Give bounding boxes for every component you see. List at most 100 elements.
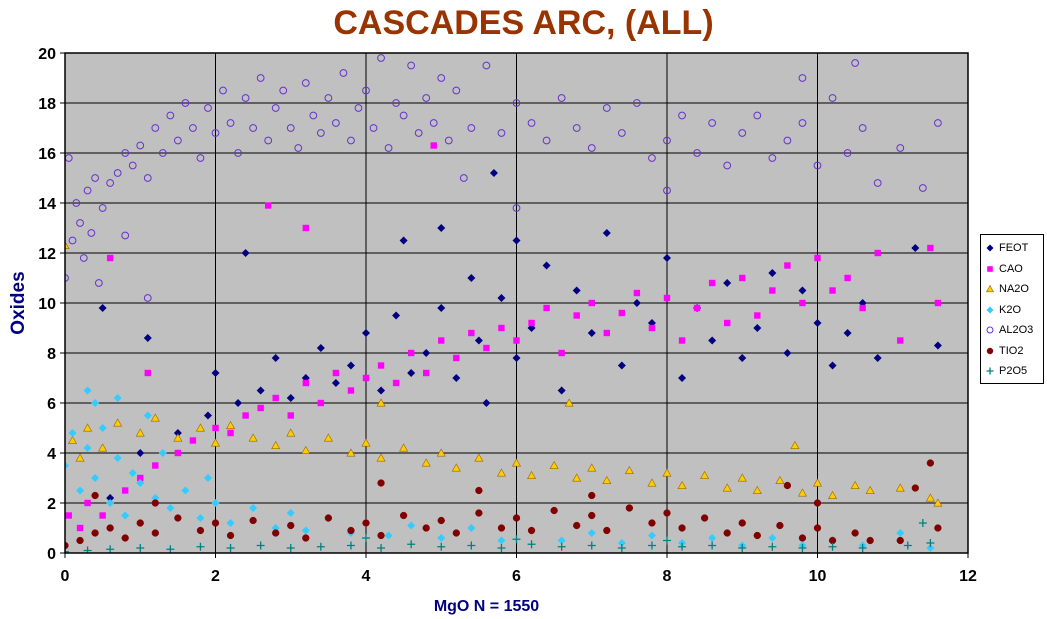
point-cao [927, 244, 934, 252]
point-tio2 [211, 519, 220, 527]
series-al2o3 [65, 54, 942, 302]
point-cao [784, 262, 791, 269]
point-tio2 [648, 519, 656, 527]
point-p2o5 [166, 545, 175, 553]
x-tick-label: 4 [362, 568, 371, 585]
point-al2o3 [377, 54, 385, 62]
point-na2o [895, 483, 905, 492]
y-tick-label: 8 [47, 346, 56, 363]
point-k2o [166, 504, 175, 512]
point-p2o5 [497, 544, 506, 552]
point-na2o [376, 398, 386, 407]
point-cao [106, 254, 114, 262]
point-k2o [98, 424, 107, 432]
point-na2o [399, 443, 409, 452]
point-na2o [602, 475, 612, 485]
point-tio2 [362, 519, 370, 527]
point-cao [122, 487, 129, 494]
point-al2o3 [392, 99, 401, 107]
point-tio2 [625, 504, 634, 512]
point-cao [498, 324, 505, 332]
point-na2o [677, 480, 687, 490]
point-p2o5 [903, 541, 912, 550]
point-feot [557, 386, 566, 395]
point-al2o3 [68, 236, 77, 245]
point-tio2 [475, 486, 483, 495]
point-p2o5 [798, 544, 807, 552]
point-al2o3 [858, 124, 867, 132]
point-tio2 [151, 529, 159, 537]
point-feot [407, 369, 416, 377]
point-al2o3 [106, 179, 115, 187]
point-na2o [83, 423, 93, 432]
point-p2o5 [407, 540, 416, 549]
point-feot [708, 336, 717, 345]
point-al2o3 [738, 129, 747, 137]
point-feot [143, 334, 152, 342]
point-tio2 [174, 514, 182, 522]
point-al2o3 [83, 186, 92, 195]
point-al2o3 [648, 154, 656, 162]
point-al2o3 [482, 61, 491, 70]
point-tio2 [934, 524, 942, 532]
point-p2o5 [738, 544, 747, 552]
point-cao [769, 287, 776, 294]
point-feot [873, 354, 882, 362]
point-feot [331, 379, 340, 387]
point-tio2 [550, 506, 558, 515]
legend-marker-feot [986, 244, 994, 252]
legend-label: K2O [999, 303, 1022, 316]
point-tio2 [678, 524, 686, 532]
point-tio2 [377, 531, 385, 540]
point-k2o [76, 486, 85, 495]
point-p2o5 [226, 544, 235, 552]
point-p2o5 [196, 542, 205, 551]
point-feot [587, 329, 596, 337]
point-na2o [933, 498, 943, 507]
point-p2o5 [512, 535, 521, 544]
point-al2o3 [497, 129, 506, 137]
point-al2o3 [226, 119, 235, 127]
point-al2o3 [602, 104, 611, 112]
point-al2o3 [121, 149, 130, 157]
point-k2o [926, 544, 935, 552]
point-al2o3 [459, 174, 468, 182]
point-al2o3 [181, 99, 190, 107]
point-na2o [850, 480, 860, 490]
point-tio2 [76, 536, 84, 545]
point-na2o [286, 428, 296, 437]
point-al2o3 [316, 129, 325, 137]
x-axis-label: MgO N = 1550 [434, 598, 539, 615]
legend-symbol [987, 265, 993, 272]
point-na2o [797, 488, 807, 497]
point-al2o3 [204, 104, 212, 112]
point-na2o [301, 445, 311, 455]
point-na2o [98, 443, 108, 452]
point-al2o3 [87, 229, 96, 237]
point-na2o [527, 470, 537, 480]
point-cao [317, 399, 325, 407]
y-tick-label: 20 [38, 46, 56, 63]
point-tio2 [91, 529, 99, 537]
point-p2o5 [65, 547, 69, 553]
point-al2o3 [211, 129, 220, 137]
point-al2o3 [873, 179, 882, 187]
point-k2o [647, 531, 656, 540]
point-na2o [226, 420, 236, 430]
point-na2o [436, 448, 446, 457]
point-tio2 [272, 529, 280, 537]
point-tio2 [603, 526, 611, 535]
series-na2o [65, 240, 943, 507]
point-cao [573, 312, 580, 319]
point-k2o [106, 499, 115, 507]
point-al2o3 [512, 99, 521, 107]
point-k2o [617, 539, 626, 547]
point-cao [430, 142, 437, 149]
point-p2o5 [708, 541, 717, 550]
point-na2o [195, 423, 205, 432]
y-tick-label: 4 [47, 446, 56, 463]
point-k2o [708, 534, 717, 542]
point-feot [783, 349, 792, 357]
point-cao [152, 462, 159, 469]
point-k2o [557, 536, 566, 545]
